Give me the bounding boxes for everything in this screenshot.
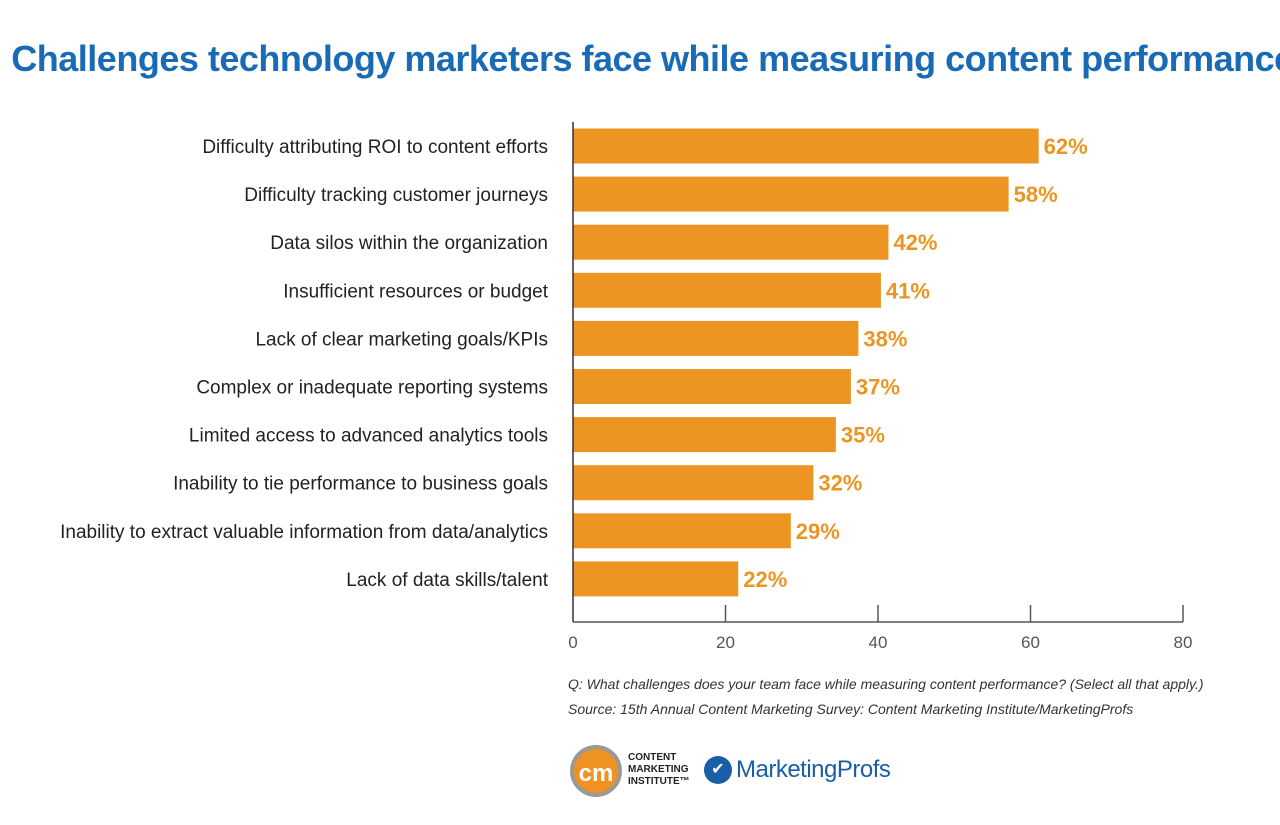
bar xyxy=(573,561,739,597)
value-label: 35% xyxy=(841,423,885,448)
bar xyxy=(573,369,851,404)
category-label: Inability to extract valuable informatio… xyxy=(60,522,548,543)
category-label: Insufficient resources or budget xyxy=(283,281,548,302)
marketingprofs-logo: MarketingProfs xyxy=(736,756,891,783)
source-note: Source: 15th Annual Content Marketing Su… xyxy=(568,701,1134,717)
value-label: 37% xyxy=(856,375,900,400)
marketingprofs-bird-icon: ✔ xyxy=(704,756,732,784)
chart-title: Challenges technology marketers face whi… xyxy=(11,38,1280,79)
category-label: Inability to tie performance to business… xyxy=(173,474,548,495)
bar xyxy=(573,320,859,356)
survey-question: Q: What challenges does your team face w… xyxy=(568,676,1204,692)
category-label: Difficulty tracking customer journeys xyxy=(244,185,548,206)
x-tick-label: 60 xyxy=(1021,633,1040,652)
cmi-logo: cm xyxy=(570,745,622,797)
value-label: 42% xyxy=(893,230,937,255)
bar xyxy=(573,513,791,549)
category-label: Limited access to advanced analytics too… xyxy=(189,426,548,447)
x-tick-label: 40 xyxy=(869,633,888,652)
bar xyxy=(573,417,836,453)
value-label: 38% xyxy=(863,326,907,351)
bar xyxy=(573,224,889,260)
value-label: 22% xyxy=(743,567,787,592)
bar xyxy=(573,176,1009,212)
x-tick-label: 0 xyxy=(568,633,577,652)
x-tick-label: 20 xyxy=(716,633,735,652)
cmi-line: INSTITUTE™ xyxy=(628,776,690,787)
cmi-logo-text: CONTENT MARKETING INSTITUTE™ xyxy=(628,752,690,788)
cmi-line: MARKETING xyxy=(628,764,689,775)
value-label: 58% xyxy=(1014,182,1058,207)
value-label: 41% xyxy=(886,278,930,303)
category-label: Lack of clear marketing goals/KPIs xyxy=(255,329,548,350)
category-label: Data silos within the organization xyxy=(270,233,548,254)
value-label: 32% xyxy=(818,471,862,496)
bar xyxy=(573,465,814,501)
category-label: Difficulty attributing ROI to content ef… xyxy=(202,137,548,158)
x-tick-label: 80 xyxy=(1174,633,1193,652)
category-label: Lack of data skills/talent xyxy=(346,570,548,591)
value-label: 29% xyxy=(796,519,840,544)
value-label: 62% xyxy=(1044,134,1088,159)
bar xyxy=(573,272,881,308)
bar xyxy=(573,128,1039,164)
cmi-line: CONTENT xyxy=(628,752,677,763)
category-label: Complex or inadequate reporting systems xyxy=(196,378,548,399)
bar-chart: Difficulty attributing ROI to content ef… xyxy=(60,122,1193,652)
